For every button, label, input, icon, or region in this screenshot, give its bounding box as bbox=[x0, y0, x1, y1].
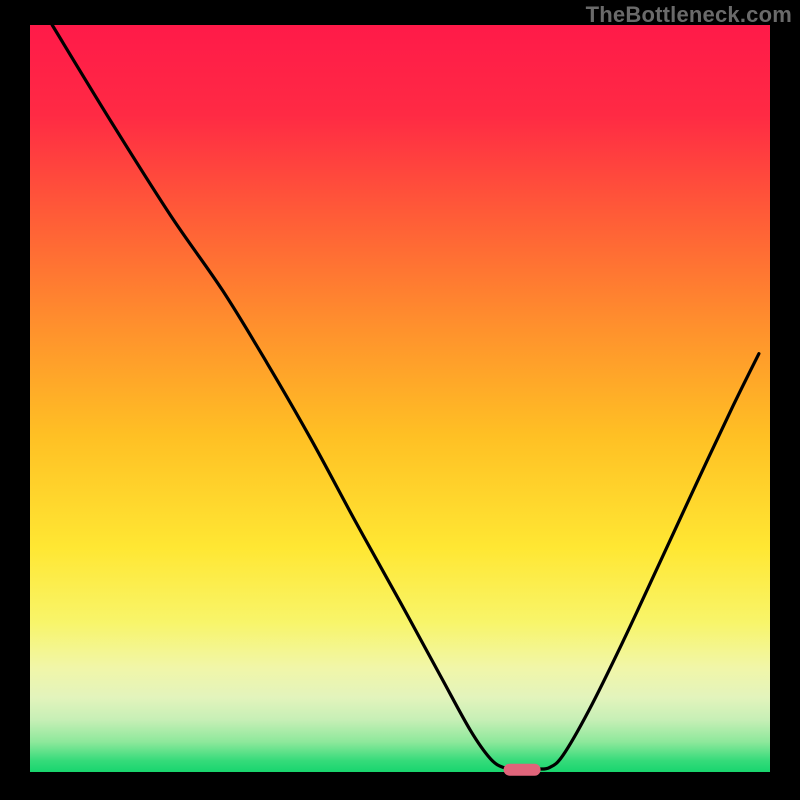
bottleneck-chart bbox=[0, 0, 800, 800]
watermark-text: TheBottleneck.com bbox=[586, 2, 792, 28]
optimal-marker bbox=[504, 764, 541, 776]
chart-frame: TheBottleneck.com bbox=[0, 0, 800, 800]
chart-background bbox=[30, 25, 770, 772]
